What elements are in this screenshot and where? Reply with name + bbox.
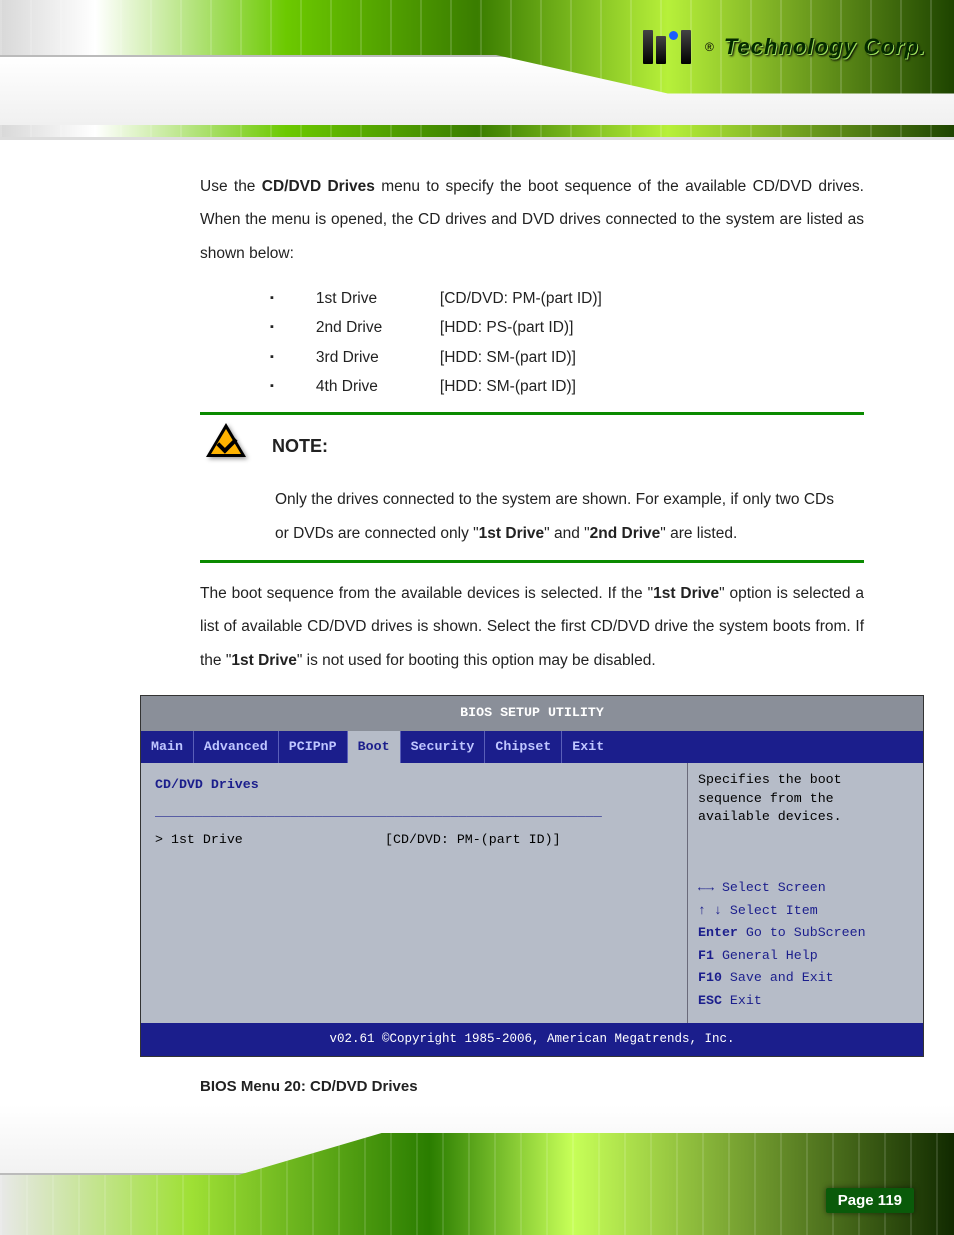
list-item: 3rd Drive [HDD: SM-(part ID)]	[270, 343, 864, 372]
drive-label: 1st Drive	[316, 284, 416, 313]
nav-line: ↑ ↓ Select Item	[698, 900, 913, 923]
drive-value: [HDD: SM-(part ID)]	[440, 372, 576, 401]
bios-left-pane: CD/DVD Drives __________________________…	[141, 763, 688, 1023]
drive-label: 2nd Drive	[316, 313, 416, 342]
p2-pre: The boot sequence from the available dev…	[200, 585, 653, 602]
bios-rule: ________________________________________…	[155, 798, 673, 827]
intro-paragraph: Use the CD/DVD Drives menu to specify th…	[200, 170, 864, 270]
banner-swoosh	[0, 55, 954, 125]
p2-b2: 1st Drive	[231, 652, 296, 669]
note-mid: " and "	[544, 525, 589, 542]
bios-row-val: [CD/DVD: PM-(part ID)]	[385, 826, 561, 855]
nav-text: General Help	[714, 948, 818, 963]
bios-body: CD/DVD Drives __________________________…	[141, 763, 923, 1023]
bios-right-pane: Specifies the boot sequence from the ava…	[688, 763, 923, 1023]
drive-value: [HDD: PS-(part ID)]	[440, 313, 573, 342]
note-b1: 1st Drive	[479, 525, 544, 542]
tab-advanced[interactable]: Advanced	[194, 731, 279, 764]
drive-value: [CD/DVD: PM-(part ID)]	[440, 284, 602, 313]
logo-mark	[643, 30, 695, 64]
bios-row-key: > 1st Drive	[155, 826, 355, 855]
tab-exit[interactable]: Exit	[562, 731, 614, 764]
bios-row[interactable]: > 1st Drive [CD/DVD: PM-(part ID)]	[155, 826, 673, 855]
enter-key: Enter	[698, 925, 738, 940]
esc-key: ESC	[698, 993, 722, 1008]
drive-label: 4th Drive	[316, 372, 416, 401]
note-b2: 2nd Drive	[590, 525, 661, 542]
logo: ® Technology Corp.	[643, 30, 926, 64]
tab-main[interactable]: Main	[141, 731, 194, 764]
bios-caption: BIOS Menu 20: CD/DVD Drives	[200, 1071, 864, 1103]
nav-line: ←→ Select Screen	[698, 877, 913, 900]
list-item: 2nd Drive [HDD: PS-(part ID)]	[270, 313, 864, 342]
note-body: Only the drives connected to the system …	[275, 483, 864, 550]
logo-text: Technology Corp.	[724, 34, 926, 60]
tab-chipset[interactable]: Chipset	[485, 731, 562, 764]
page-content: Use the CD/DVD Drives menu to specify th…	[0, 140, 954, 1103]
nav-text: Select Screen	[714, 880, 826, 895]
p2-post: " is not used for booting this option ma…	[297, 652, 656, 669]
nav-text: Go to SubScreen	[738, 925, 866, 940]
arrow-lr-icon: ←→	[698, 880, 714, 895]
tab-security[interactable]: Security	[401, 731, 486, 764]
intro-bold: CD/DVD Drives	[262, 178, 375, 195]
divider	[200, 560, 864, 563]
p2-b1: 1st Drive	[653, 585, 719, 602]
tab-pcipnp[interactable]: PCIPnP	[279, 731, 348, 764]
intro-pre: Use the	[200, 178, 262, 195]
bios-title: BIOS SETUP UTILITY	[141, 696, 923, 731]
bios-hint: Specifies the boot sequence from the ava…	[698, 771, 913, 827]
drive-list: 1st Drive [CD/DVD: PM-(part ID)] 2nd Driv…	[270, 284, 864, 402]
note-post: " are listed.	[660, 525, 737, 542]
nav-text: Exit	[722, 993, 762, 1008]
list-item: 1st Drive [CD/DVD: PM-(part ID)]	[270, 284, 864, 313]
nav-line: F10 Save and Exit	[698, 967, 913, 990]
note-title: NOTE:	[272, 427, 328, 466]
bios-copyright: v02.61 ©Copyright 1985-2006, American Me…	[141, 1023, 923, 1056]
arrow-ud-icon: ↑ ↓	[698, 903, 722, 918]
drive-value: [HDD: SM-(part ID)]	[440, 343, 576, 372]
note-header: NOTE:	[202, 421, 864, 466]
bios-screenshot: BIOS SETUP UTILITY Main Advanced PCIPnP …	[140, 695, 924, 1057]
tab-boot[interactable]: Boot	[348, 731, 401, 764]
bios-nav: ←→ Select Screen ↑ ↓ Select Item Enter G…	[698, 877, 913, 1013]
f1-key: F1	[698, 948, 714, 963]
f10-key: F10	[698, 970, 722, 985]
divider	[200, 412, 864, 415]
nav-line: F1 General Help	[698, 945, 913, 968]
nav-line: Enter Go to SubScreen	[698, 922, 913, 945]
bios-tabs: Main Advanced PCIPnP Boot Security Chips…	[141, 731, 923, 764]
list-item: 4th Drive [HDD: SM-(part ID)]	[270, 372, 864, 401]
paragraph-2: The boot sequence from the available dev…	[200, 577, 864, 677]
nav-text: Select Item	[722, 903, 818, 918]
registered-mark: ®	[705, 40, 714, 54]
footer-banner: Page 119	[0, 1105, 954, 1235]
page-number: Page 119	[826, 1188, 914, 1213]
footer-swoosh	[0, 1105, 954, 1175]
drive-label: 3rd Drive	[316, 343, 416, 372]
warning-check-icon	[202, 421, 254, 461]
header-banner: ® Technology Corp.	[0, 0, 954, 140]
nav-line: ESC Exit	[698, 990, 913, 1013]
nav-text: Save and Exit	[722, 970, 834, 985]
bios-section-title: CD/DVD Drives	[155, 771, 673, 800]
